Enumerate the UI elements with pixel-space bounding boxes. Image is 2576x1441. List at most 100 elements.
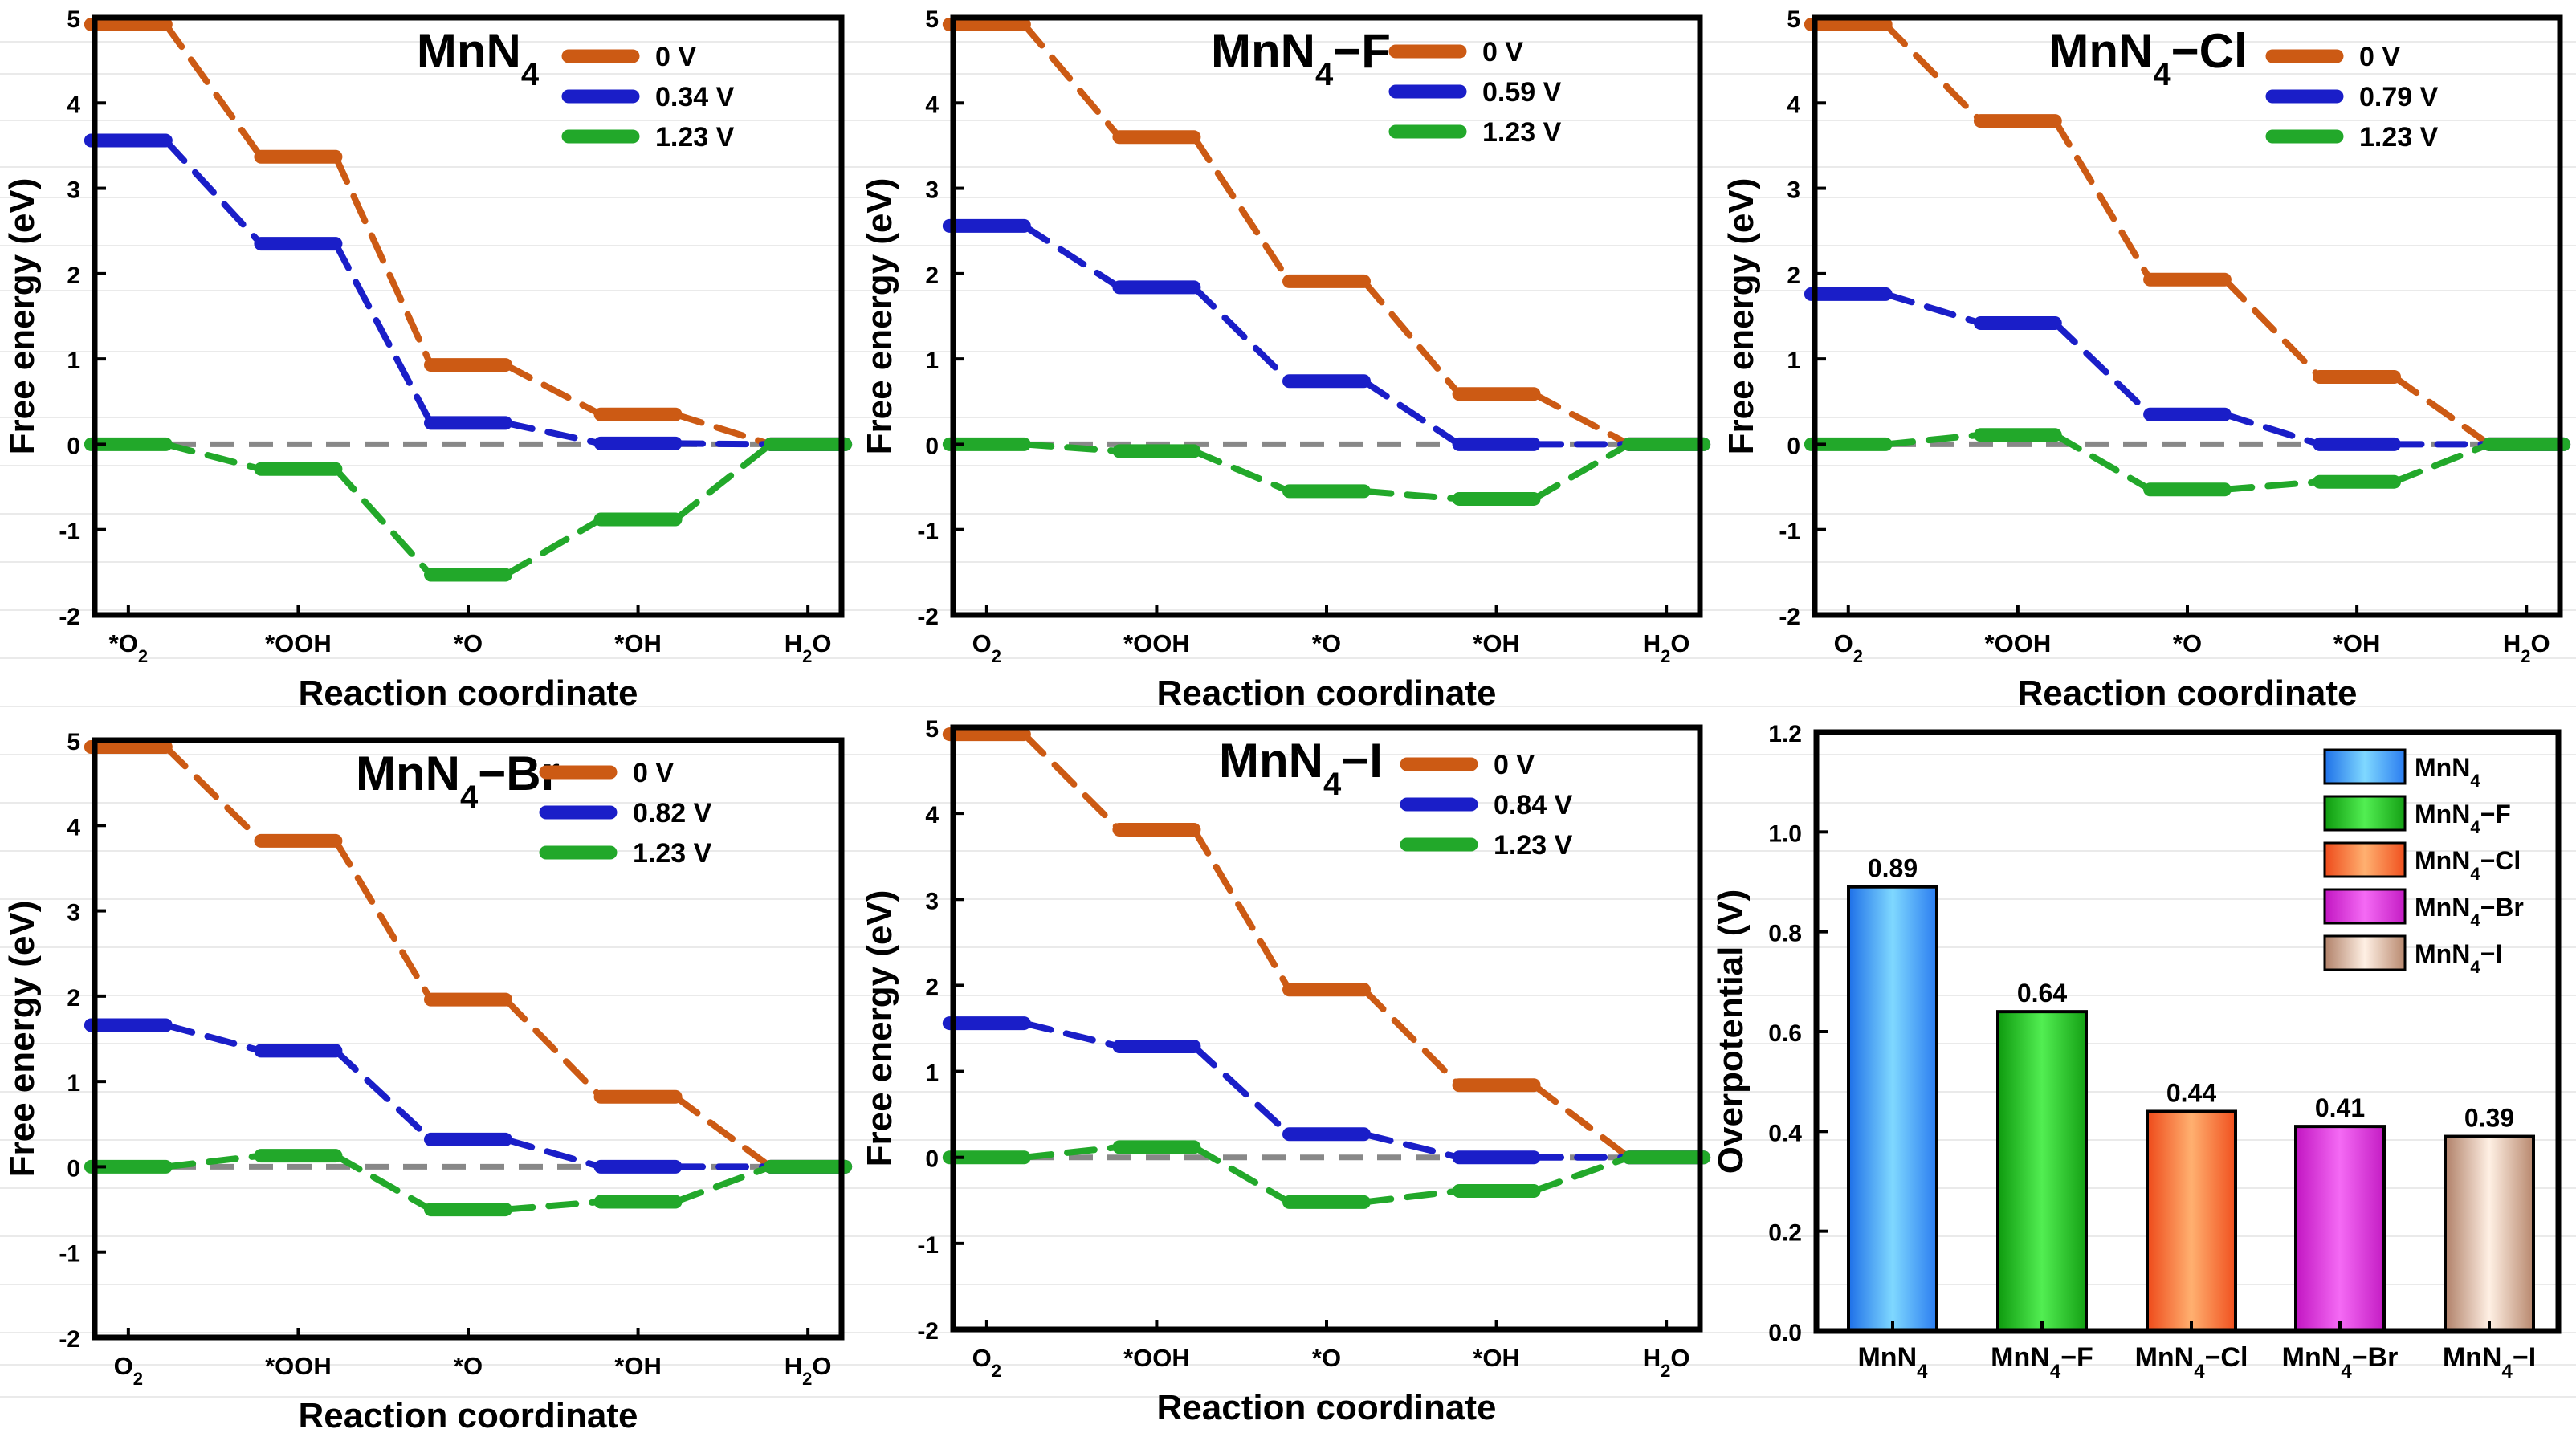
legend-label: 1.23 V <box>633 838 712 869</box>
series-mnn4-2 <box>84 437 853 582</box>
bar-value-label: 0.89 <box>1868 854 1918 883</box>
legend-label: 1.23 V <box>2359 122 2439 153</box>
x-axis-label: Reaction coordinate <box>299 674 638 713</box>
bar-value-label: 0.41 <box>2315 1093 2365 1122</box>
energy-connector <box>332 1047 434 1143</box>
series-mnn4-i-2 <box>942 1140 1711 1209</box>
energy-connector <box>1190 447 1293 495</box>
x-tick-label: *OH <box>1473 629 1520 657</box>
x-tick-label: O2 <box>972 1344 1001 1381</box>
energy-connector <box>1021 222 1123 291</box>
x-tick-label: O2 <box>972 629 1001 666</box>
y-tick-label: 0 <box>1787 433 1800 459</box>
axes-frame <box>1812 14 2563 618</box>
energy-connector <box>332 240 434 426</box>
y-tick-label: 4 <box>925 802 939 828</box>
energy-connector <box>502 1199 605 1213</box>
y-tick-label: 5 <box>925 6 939 33</box>
y-tick-label: 0 <box>67 433 80 459</box>
y-tick-label: 3 <box>925 177 939 204</box>
energy-connector <box>1190 826 1293 993</box>
x-tick-label: MnN4−Br <box>2282 1342 2399 1382</box>
energy-connector <box>1531 1154 1632 1195</box>
y-tick-label: 2 <box>67 985 80 1012</box>
y-tick-label: -1 <box>59 1241 80 1268</box>
energy-connector <box>1190 283 1293 385</box>
energy-connector <box>162 743 264 845</box>
y-tick-label: 2 <box>67 263 80 289</box>
energy-connector <box>502 515 605 579</box>
energy-connector <box>1531 441 1632 503</box>
x-tick-label: *O <box>1312 1344 1341 1372</box>
energy-connector <box>332 837 434 1003</box>
chart-title: MnN4−Br <box>356 747 560 815</box>
series-mnn4-f-2 <box>942 437 1711 506</box>
x-axis-label: Reaction coordinate <box>299 1396 638 1435</box>
energy-connector <box>502 1136 605 1170</box>
panel-mnn4-br: -2 -1 0 1 2 3 4 5 O2 *OOH *O *OH H2O Reaction coordin… <box>2 729 853 1435</box>
legend-swatch <box>2323 888 2407 925</box>
y-axis-label: Free energy (eV) <box>2 178 42 455</box>
y-axis-label: Free energy (eV) <box>2 901 42 1178</box>
legend-label: 0 V <box>633 758 674 788</box>
chart-title: MnN4−Cl <box>2048 24 2247 92</box>
y-tick-label: -2 <box>59 1326 80 1353</box>
x-tick-label: *OH <box>614 1352 662 1380</box>
x-tick-label: MnN4−Cl <box>2135 1342 2248 1382</box>
y-tick-label: 0 <box>67 1155 80 1182</box>
legend-label: 0 V <box>655 42 696 72</box>
energy-connector <box>2391 373 2492 448</box>
series-mnn4-br-1 <box>84 1018 853 1174</box>
axes-frame <box>950 14 1703 618</box>
energy-connector <box>1531 390 1632 448</box>
x-tick-label: *OOH <box>1123 629 1190 657</box>
energy-connector <box>502 361 605 418</box>
series-mnn4-1 <box>84 133 853 451</box>
energy-connector <box>672 440 774 448</box>
x-tick-label: *OH <box>2333 629 2381 657</box>
energy-connector <box>162 1021 264 1054</box>
legend: 0 V 0.59 V 1.23 V <box>1388 37 1562 148</box>
energy-connector <box>2052 117 2154 283</box>
x-tick-label: *OH <box>1473 1344 1520 1372</box>
legend-label: MnN4−Br <box>2415 893 2524 930</box>
energy-connector <box>502 419 605 447</box>
energy-connector <box>1882 21 1984 124</box>
y-tick-label: 4 <box>67 92 80 118</box>
energy-connector <box>1360 986 1463 1089</box>
legend-label: MnN4 <box>2415 753 2480 791</box>
legend-label: MnN4−Cl <box>2415 846 2521 884</box>
y-tick-label: 0.6 <box>1768 1020 1802 1047</box>
y-axis-label: Free energy (eV) <box>860 890 899 1167</box>
y-tick-label: 1.2 <box>1768 721 1802 747</box>
energy-connector <box>2052 431 2154 493</box>
y-tick-label: 5 <box>67 6 80 33</box>
energy-connector <box>162 441 264 473</box>
x-axis-label: Reaction coordinate <box>1157 1388 1497 1427</box>
legend-label: 0.82 V <box>633 798 712 828</box>
energy-connector <box>332 1152 434 1213</box>
bar-mnn4-br <box>2294 1125 2386 1333</box>
energy-connector <box>332 466 434 579</box>
bar-value-label: 0.39 <box>2464 1104 2514 1133</box>
energy-connector <box>1882 431 1984 448</box>
x-tick-label: *OOH <box>1123 1344 1190 1372</box>
y-axis-label: Free energy (eV) <box>1722 178 1761 455</box>
energy-connector <box>162 137 264 247</box>
x-tick-label: *OOH <box>265 629 332 657</box>
series-mnn4-br-2 <box>84 1149 853 1217</box>
energy-connector <box>1190 133 1293 285</box>
y-tick-label: -2 <box>917 604 939 630</box>
y-tick-label: 4 <box>1787 92 1800 118</box>
y-tick-label: 0 <box>925 1146 939 1173</box>
energy-connector <box>1360 377 1463 448</box>
legend-label: 0.79 V <box>2359 82 2439 112</box>
energy-connector <box>1021 1143 1123 1161</box>
x-tick-label: *OH <box>614 629 662 657</box>
y-axis-label: Free energy (eV) <box>860 178 899 455</box>
energy-connector <box>1190 1043 1293 1138</box>
legend-label: 0 V <box>2359 42 2400 72</box>
y-tick-label: 4 <box>67 814 80 841</box>
chart-title: MnN4−I <box>1219 734 1383 802</box>
energy-connector <box>2221 478 2323 493</box>
